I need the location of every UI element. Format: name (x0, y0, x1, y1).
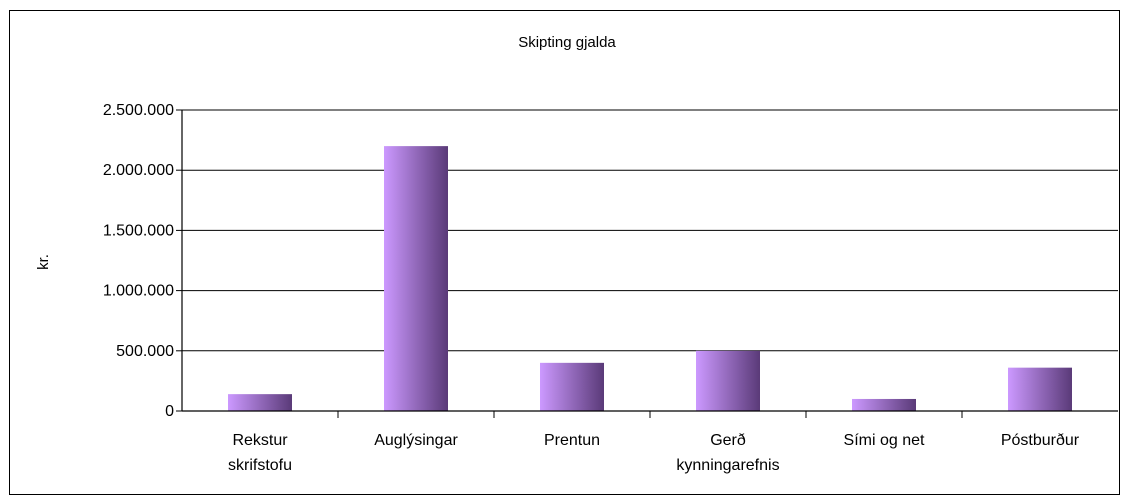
y-tick-label: 2.500.000 (103, 102, 174, 119)
y-axis-label: kr. (35, 254, 52, 270)
y-tick-label: 2.000.000 (103, 162, 174, 179)
bar (540, 362, 604, 411)
x-tick-label: Rekstur (232, 432, 288, 449)
gridlines (182, 109, 1118, 352)
x-tick-label: Sími og net (844, 432, 925, 449)
chart-title: Skipting gjalda (518, 34, 616, 51)
y-tick-label: 1.500.000 (103, 222, 174, 239)
bar (228, 394, 292, 411)
y-tick-label: 500.000 (116, 343, 174, 360)
y-tick-labels: 0 500.000 1.000.000 1.500.000 2.000.000 2.500… (103, 102, 182, 420)
x-tick-label: skrifstofu (228, 457, 292, 474)
y-tick-label: 1.000.000 (103, 283, 174, 300)
bars (228, 146, 1072, 411)
bar (696, 350, 760, 411)
chart-frame (9, 10, 1120, 495)
axes (181, 110, 1118, 412)
x-tick-labels: Rekstur skrifstofu Auglýsingar Prentun Gerð k… (228, 411, 1080, 474)
x-tick-label: kynningarefnis (676, 457, 779, 474)
y-tick-label: 0 (165, 403, 174, 420)
bar (384, 146, 448, 411)
x-tick-label: Gerð (710, 432, 746, 449)
bar (852, 398, 916, 411)
x-tick-label: Prentun (544, 432, 600, 449)
x-tick-label: Auglýsingar (374, 432, 458, 449)
x-tick-label: Póstburður (1001, 432, 1080, 449)
bar (1008, 367, 1072, 411)
